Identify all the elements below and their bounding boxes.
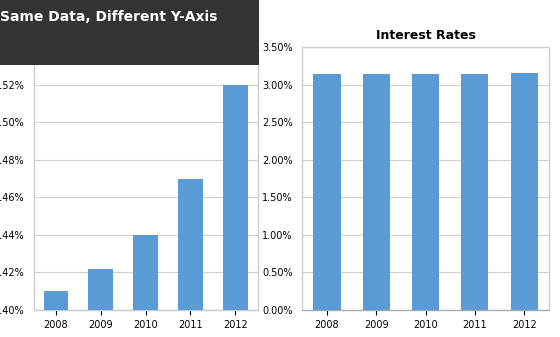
Text: Same Data, Different Y-Axis: Same Data, Different Y-Axis: [0, 9, 217, 24]
Bar: [461, 74, 488, 310]
Title: Interest Rates: Interest Rates: [96, 29, 195, 42]
Bar: [363, 74, 390, 310]
Bar: [44, 291, 68, 337]
Bar: [133, 235, 158, 337]
Bar: [314, 74, 340, 310]
Title: Interest Rates: Interest Rates: [376, 29, 475, 42]
Bar: [412, 74, 439, 310]
Bar: [223, 85, 248, 337]
Bar: [511, 73, 538, 310]
Bar: [88, 269, 113, 337]
Bar: [178, 179, 203, 337]
